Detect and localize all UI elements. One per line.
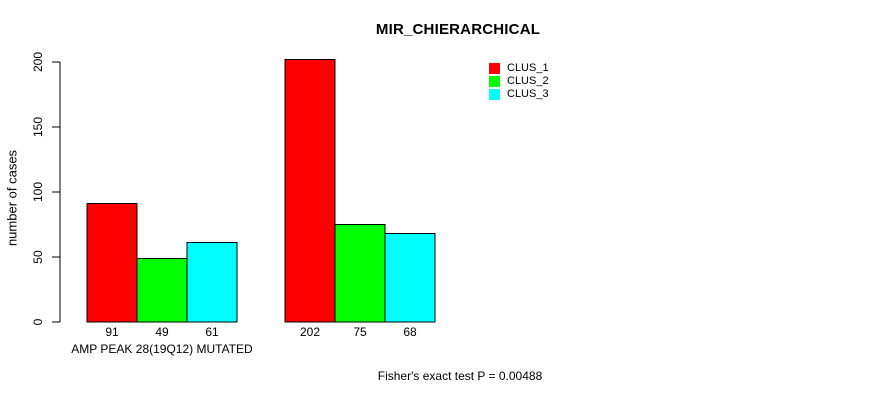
legend-label: CLUS_2 [507, 75, 549, 87]
bar-value-label: 61 [205, 325, 219, 339]
y-tick-label: 150 [31, 117, 45, 137]
legend-swatch [489, 63, 500, 74]
bar-value-label: 68 [403, 325, 417, 339]
bar-value-label: 75 [353, 325, 367, 339]
bar-CLUS_3-group1 [186, 242, 238, 323]
bar-value-label: 202 [300, 325, 320, 339]
y-tick-label: 200 [31, 52, 45, 72]
y-tick-label: 50 [31, 250, 45, 264]
chart-title: MIR_CHIERARCHICAL [375, 21, 541, 38]
legend-item: CLUS_2 [489, 75, 549, 88]
legend-label: CLUS_1 [507, 62, 549, 74]
legend-label: CLUS_3 [507, 88, 549, 100]
bar-value-label: 91 [105, 325, 119, 339]
bar-CLUS_1-group1 [86, 203, 138, 323]
bar-CLUS_3-group2 [384, 233, 436, 323]
bar-CLUS_1-group2 [284, 58, 336, 323]
legend-item: CLUS_1 [489, 62, 549, 75]
legend-item: CLUS_3 [489, 88, 549, 101]
legend-swatch [489, 76, 500, 87]
legend: CLUS_1 CLUS_2 CLUS_3 [489, 62, 549, 101]
bar-CLUS_2-group2 [334, 224, 386, 323]
stat-annotation: Fisher's exact test P = 0.00488 [377, 369, 543, 383]
bar-value-label: 49 [155, 325, 169, 339]
y-tick-label: 0 [31, 318, 45, 325]
bar-CLUS_2-group1 [136, 257, 188, 323]
y-tick-label: 100 [31, 182, 45, 202]
legend-swatch [489, 89, 500, 100]
x-group-label: AMP PEAK 28(19Q12) MUTATED [71, 342, 253, 356]
